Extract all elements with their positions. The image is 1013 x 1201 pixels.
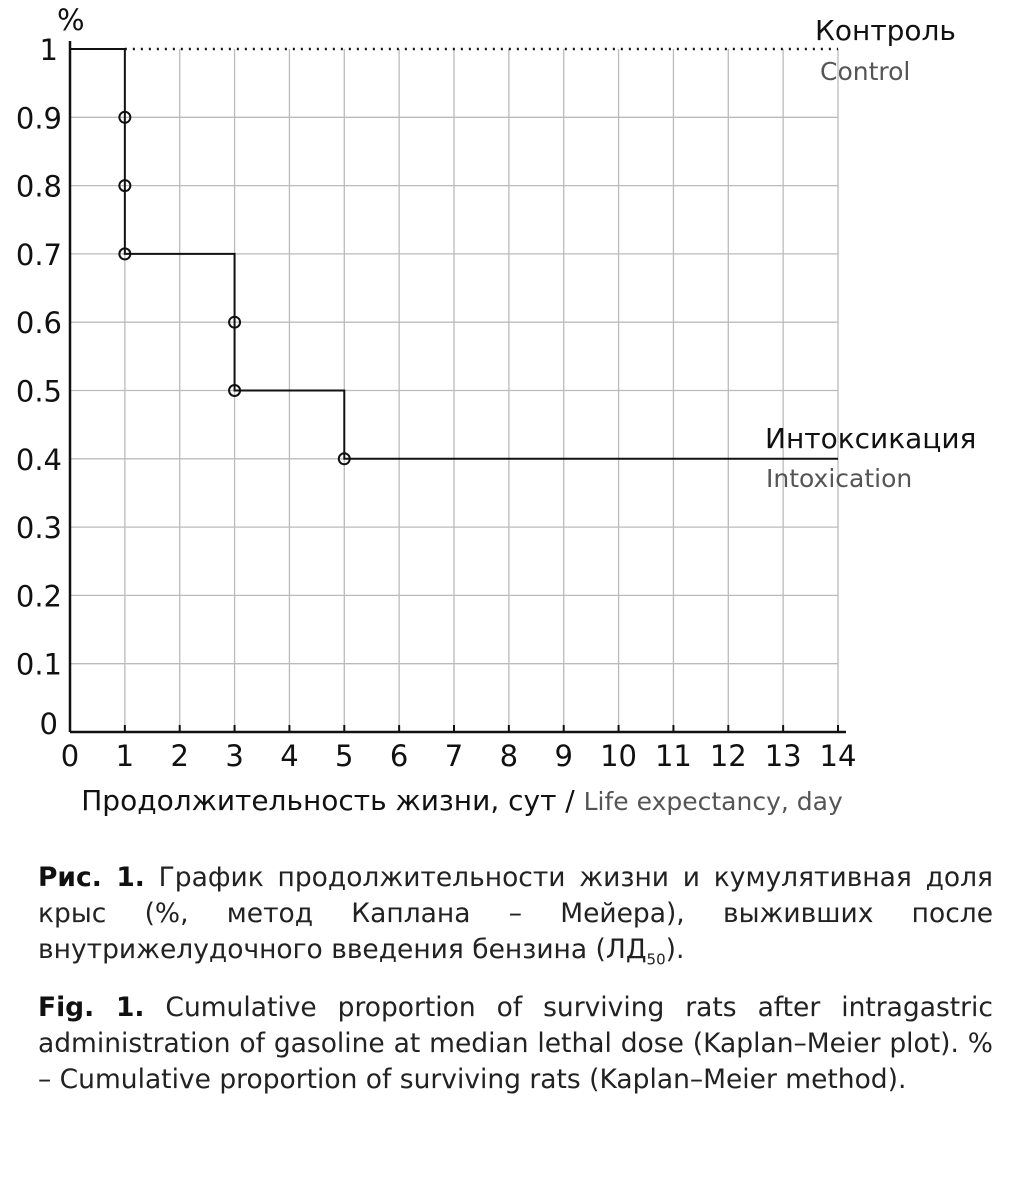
caption-en-label: Fig. 1. <box>38 992 145 1023</box>
x-tick-label: 13 <box>765 739 802 773</box>
caption-ru-sub: 50 <box>646 950 666 969</box>
x-tick-label: 11 <box>655 739 692 773</box>
caption-en-text: Cumulative proportion of surviving rats … <box>38 992 993 1095</box>
y-tick-label: 0.6 <box>16 306 62 340</box>
x-tick-label: 10 <box>600 739 637 773</box>
tick-labels: 0 1 2 3 4 5 6 7 8 9 10 11 12 13 1400.10.20.30.40.50.60… <box>16 33 857 773</box>
x-axis-label: Продолжительность жизни, сут / Life expe… <box>81 784 843 817</box>
caption-ru-text: График продолжительности жизни и кумулят… <box>38 862 994 965</box>
kaplan-meier-chart: 0 1 2 3 4 5 6 7 8 9 10 11 12 13 1400.10.20.30.40.50.60… <box>16 3 977 817</box>
x-tick-label: 14 <box>820 739 857 773</box>
caption-ru-end: ). <box>665 934 685 965</box>
y-tick-label: 0.8 <box>16 170 62 204</box>
x-tick-label: 6 <box>390 739 408 773</box>
caption-ru-label: Рис. 1. <box>38 862 145 893</box>
y-tick-label: 0.1 <box>16 648 62 682</box>
x-tick-label: 12 <box>710 739 747 773</box>
x-axis-label-ru: Продолжительность жизни, сут <box>81 784 556 817</box>
censor-marker <box>118 247 132 261</box>
y-tick-label: 1 <box>40 33 58 67</box>
censor-marker <box>228 384 242 397</box>
y-tick-label: 0 <box>40 707 58 741</box>
x-tick-label: 5 <box>335 739 353 773</box>
x-tick-label: 0 <box>61 739 79 773</box>
x-tick-label: 4 <box>280 739 298 773</box>
x-axis-label-separator: / <box>556 784 583 817</box>
censor-marker <box>118 179 132 193</box>
y-tick-label: 0.7 <box>16 238 62 272</box>
y-tick-label: 0.2 <box>16 579 62 613</box>
y-tick-label: 0.9 <box>16 101 62 135</box>
x-tick-label: 7 <box>445 739 463 773</box>
series-label-intoxication-en: Intoxication <box>766 464 912 493</box>
series-label-intoxication-ru: Интоксикация <box>765 422 976 455</box>
grid <box>70 49 839 732</box>
axes <box>68 41 846 734</box>
y-tick-label: 0.3 <box>16 511 62 545</box>
series-line-intoxication <box>70 48 838 460</box>
caption-ru: Рис. 1. График продолжительности жизни и… <box>38 860 993 977</box>
x-tick-label: 3 <box>225 739 243 773</box>
x-tick-label: 1 <box>116 739 134 773</box>
y-axis-label: % <box>57 3 85 37</box>
x-tick-label: 9 <box>554 739 572 773</box>
series-label-control-en: Control <box>820 57 910 86</box>
censor-marker <box>118 110 132 124</box>
x-tick-label: 2 <box>170 739 188 773</box>
x-tick-label: 8 <box>500 739 518 773</box>
series <box>70 47 838 466</box>
censor-marker <box>228 315 242 329</box>
x-axis-label-en: Life expectancy, day <box>584 787 843 816</box>
y-tick-label: 0.5 <box>16 375 62 409</box>
caption-en: Fig. 1. Cumulative proportion of survivi… <box>38 990 993 1098</box>
series-label-control-ru: Контроль <box>815 14 956 47</box>
censor-marker <box>337 452 351 466</box>
y-tick-label: 0.4 <box>16 443 62 477</box>
